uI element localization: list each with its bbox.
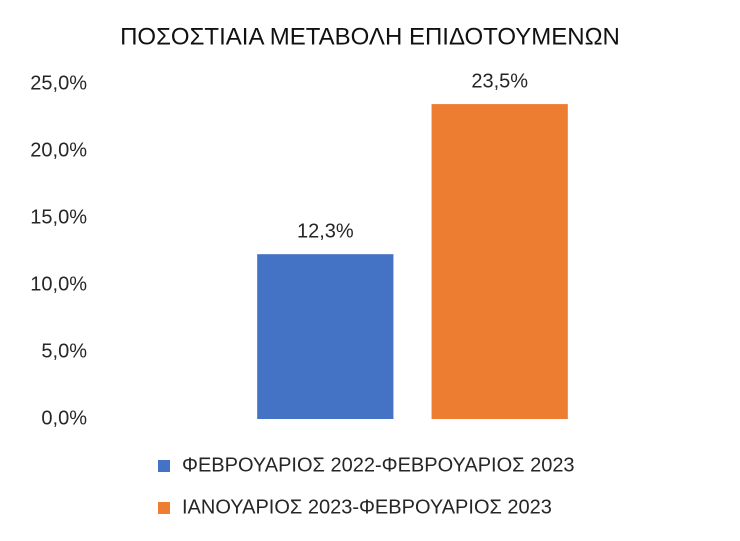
y-tick-label: 5,0% xyxy=(41,340,87,362)
data-label: 23,5% xyxy=(471,70,528,92)
data-label: 12,3% xyxy=(297,220,354,242)
legend-swatch xyxy=(158,460,170,472)
bar xyxy=(431,104,568,419)
y-tick-label: 20,0% xyxy=(30,139,87,161)
y-tick-label: 25,0% xyxy=(30,72,87,94)
chart-title: ΠΟΣΟΣΤΙΑΙΑ ΜΕΤΑΒΟΛΗ ΕΠΙΔΟΤΟΥΜΕΝΩΝ xyxy=(120,23,620,50)
y-tick-label: 0,0% xyxy=(41,407,87,429)
y-tick-label: 15,0% xyxy=(30,206,87,228)
legend-label: ΦΕΒΡΟΥΑΡΙΟΣ 2022-ΦΕΒΡΟΥΑΡΙΟΣ 2023 xyxy=(182,454,575,476)
legend-swatch xyxy=(158,502,170,514)
legend-label: ΙΑΝΟΥΑΡΙΟΣ 2023-ΦΕΒΡΟΥΑΡΙΟΣ 2023 xyxy=(182,496,552,518)
bar xyxy=(257,254,394,419)
y-tick-label: 10,0% xyxy=(30,273,87,295)
